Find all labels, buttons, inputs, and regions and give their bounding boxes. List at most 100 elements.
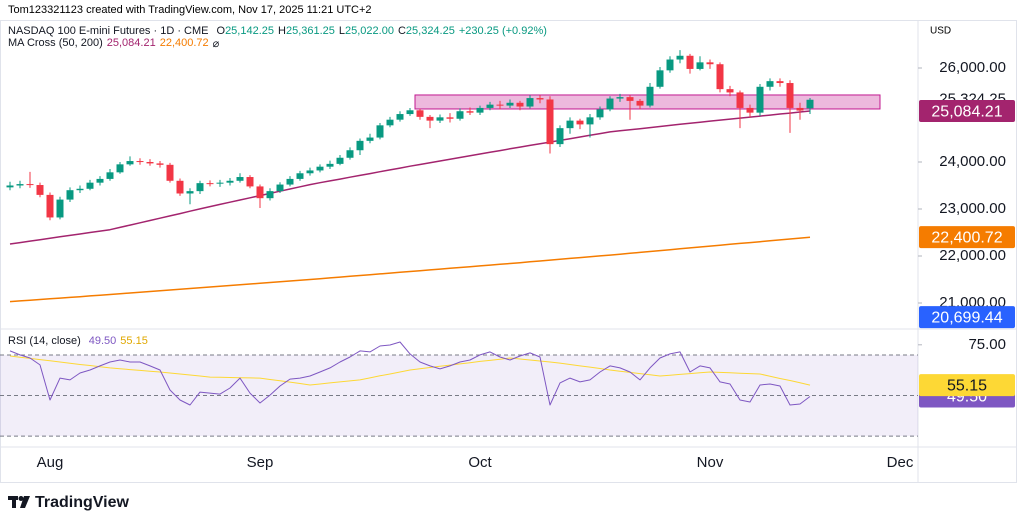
candle-body bbox=[66, 190, 74, 200]
candle-body bbox=[16, 184, 24, 186]
y-tick-label: 26,000.00 bbox=[939, 59, 1006, 76]
candle-body bbox=[386, 119, 394, 126]
candle-body bbox=[26, 184, 34, 186]
candle-body bbox=[396, 114, 404, 120]
logo-mark bbox=[12, 496, 16, 508]
y-tick-label: 24,000.00 bbox=[939, 153, 1006, 170]
y-tick-label: 75.00 bbox=[968, 336, 1006, 353]
candle-body bbox=[316, 166, 324, 171]
candle-body bbox=[556, 128, 564, 145]
ohlc-key: C bbox=[397, 25, 406, 37]
candle-body bbox=[206, 183, 214, 185]
overlay-name: MA Cross (50, 200) bbox=[8, 37, 103, 49]
overlay-value: 25,084.21 bbox=[106, 37, 156, 49]
candle-body bbox=[796, 107, 804, 111]
candle-body bbox=[306, 170, 314, 174]
candle-body bbox=[526, 98, 534, 107]
candle-body bbox=[616, 97, 624, 99]
candle-body bbox=[536, 98, 544, 100]
candle-body bbox=[426, 116, 434, 121]
candle-body bbox=[546, 99, 554, 145]
change: +230.25 (+0.92%) bbox=[458, 25, 547, 37]
rsi-line bbox=[9, 355, 811, 386]
candle-body bbox=[716, 64, 724, 90]
candle-body bbox=[106, 172, 114, 179]
candle-body bbox=[256, 186, 264, 199]
candle-body bbox=[266, 191, 274, 199]
candle-body bbox=[696, 62, 704, 69]
currency: USD bbox=[930, 26, 951, 37]
y-tick-label: 23,000.00 bbox=[939, 200, 1006, 217]
candle-body bbox=[36, 185, 44, 195]
candle-body bbox=[606, 98, 614, 110]
x-tick-label: Aug bbox=[37, 454, 64, 471]
candle-body bbox=[236, 177, 244, 181]
x-tick-label: Oct bbox=[468, 454, 492, 471]
ma-line bbox=[9, 236, 811, 303]
candle-body bbox=[656, 70, 664, 87]
candle-body bbox=[196, 183, 204, 192]
candle-body bbox=[416, 110, 424, 117]
price-label-bg bbox=[919, 306, 1015, 329]
candle-body bbox=[676, 55, 684, 60]
candle-body bbox=[326, 163, 334, 167]
ohlc-item: L25,022.00 bbox=[339, 25, 394, 37]
ohlc-value: 25,324.25 bbox=[405, 25, 455, 37]
candle-body bbox=[126, 161, 134, 165]
candle-body bbox=[446, 117, 454, 119]
candle-body bbox=[146, 161, 154, 164]
brand: TradingView bbox=[35, 494, 130, 511]
legend-main: NASDAQ 100 E-mini Futures · 1D · CME O25,… bbox=[8, 25, 547, 37]
candle-body bbox=[276, 184, 284, 192]
ma-line bbox=[9, 110, 811, 245]
candle-body bbox=[46, 194, 54, 218]
candle-body bbox=[406, 110, 414, 115]
x-tick-label: Sep bbox=[247, 454, 274, 471]
candle-body bbox=[476, 107, 484, 113]
candle-body bbox=[766, 81, 774, 87]
x-tick-label: Nov bbox=[697, 454, 724, 471]
price-label-bg bbox=[919, 100, 1015, 123]
price-label: 25,084.21 bbox=[931, 103, 1002, 120]
price-label: 22,400.72 bbox=[931, 229, 1002, 246]
candle-body bbox=[336, 157, 344, 164]
candle-body bbox=[776, 81, 784, 84]
ohlc-item: H25,361.25 bbox=[278, 25, 335, 37]
candle-body bbox=[666, 59, 674, 71]
candle-body bbox=[706, 62, 714, 65]
candle-body bbox=[586, 117, 594, 125]
ohlc-key: O bbox=[216, 25, 226, 37]
candle-body bbox=[76, 188, 84, 191]
candle-body bbox=[156, 163, 164, 165]
candle-body bbox=[346, 150, 354, 158]
ohlc-item: C25,324.25 bbox=[398, 25, 455, 37]
candle-body bbox=[216, 182, 224, 184]
candle-body bbox=[746, 107, 754, 113]
candle-body bbox=[186, 191, 194, 194]
ohlc-value: 25,142.25 bbox=[225, 25, 274, 37]
candle-body bbox=[136, 161, 144, 163]
candle-body bbox=[636, 100, 644, 106]
price-label-bg bbox=[919, 374, 1015, 397]
candle-body bbox=[116, 164, 124, 173]
candle-body bbox=[226, 180, 234, 183]
ohlc-key: H bbox=[278, 25, 286, 37]
rsi-value: 55.15 bbox=[120, 335, 148, 347]
candle-body bbox=[286, 178, 294, 185]
candle-body bbox=[166, 164, 174, 181]
chart-frame bbox=[0, 20, 1017, 483]
candle-body bbox=[806, 99, 814, 109]
candle-body bbox=[626, 97, 634, 101]
candle-body bbox=[506, 102, 514, 106]
rsi-value: 49.50 bbox=[88, 335, 117, 347]
candle-body bbox=[6, 185, 14, 188]
ohlc-value: 25,022.00 bbox=[345, 25, 394, 37]
candle-body bbox=[646, 86, 654, 106]
candle-body bbox=[726, 89, 734, 93]
candle-body bbox=[566, 120, 574, 129]
candle-body bbox=[466, 111, 474, 113]
logo-mark bbox=[18, 496, 24, 501]
overlay-value: 22,400.72 bbox=[159, 37, 209, 49]
price-label: 20,699.44 bbox=[931, 309, 1002, 326]
rsi-title: RSI (14, close) bbox=[8, 335, 81, 347]
